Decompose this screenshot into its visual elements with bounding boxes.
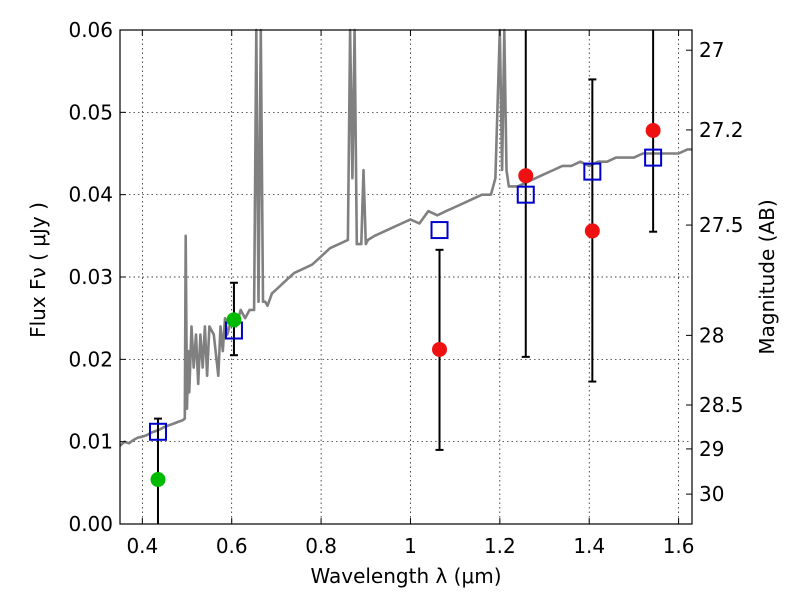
- x-tick-label: 0.8: [305, 534, 337, 558]
- x-axis-ticks: 0.4 0.6 0.8 1 1.2 1.4 1.6: [126, 30, 695, 558]
- observed-flux-point: [584, 223, 600, 239]
- model-photometry-square: [583, 162, 602, 181]
- y-tick-label: 0.06: [68, 18, 113, 42]
- y2-tick-label: 30: [699, 482, 724, 506]
- observed-flux-point: [518, 168, 534, 184]
- y2-axis-title: Magnitude (AB): [755, 199, 779, 354]
- y-tick-label: 0.05: [68, 100, 113, 124]
- observed-flux-point: [150, 472, 166, 488]
- y2-tick-label: 28: [699, 323, 724, 347]
- x-tick-label: 0.4: [126, 534, 158, 558]
- y2-axis-ticks: 27 27.2 27.5 28 28.5 29 30: [686, 38, 744, 506]
- y-axis-title: Flux Fν ( μJy ): [26, 202, 50, 338]
- model-photometry-square: [430, 221, 449, 240]
- y-tick-label: 0.01: [68, 430, 113, 454]
- x-tick-label: 1.6: [663, 534, 695, 558]
- y-axis-ticks: 0.00 0.01 0.02 0.03 0.04 0.05 0.06: [68, 18, 126, 536]
- y-tick-label: 0.00: [68, 512, 113, 536]
- data-markers: [148, 122, 663, 488]
- y-tick-label: 0.03: [68, 265, 113, 289]
- x-tick-label: 1.2: [484, 534, 516, 558]
- observed-flux-point: [226, 312, 242, 328]
- x-tick-label: 1: [404, 534, 417, 558]
- model-spectrum-layer: [119, 28, 692, 447]
- y2-tick-label: 27: [699, 38, 724, 62]
- y2-tick-label: 27.2: [699, 118, 744, 142]
- model-photometry-square: [148, 422, 167, 441]
- model-photometry-square: [516, 185, 535, 204]
- y2-tick-label: 27.5: [699, 213, 744, 237]
- x-axis-title: Wavelength λ (μm): [310, 564, 501, 588]
- model-spectrum-line: [119, 28, 692, 447]
- model-photometry-square: [644, 148, 663, 167]
- x-tick-label: 1.4: [573, 534, 605, 558]
- x-tick-label: 0.6: [216, 534, 248, 558]
- observed-flux-point: [645, 122, 661, 138]
- y-tick-label: 0.02: [68, 347, 113, 371]
- y-tick-label: 0.04: [68, 183, 113, 207]
- observed-flux-point: [432, 341, 448, 357]
- y2-tick-label: 28.5: [699, 393, 744, 417]
- y2-tick-label: 29: [699, 437, 724, 461]
